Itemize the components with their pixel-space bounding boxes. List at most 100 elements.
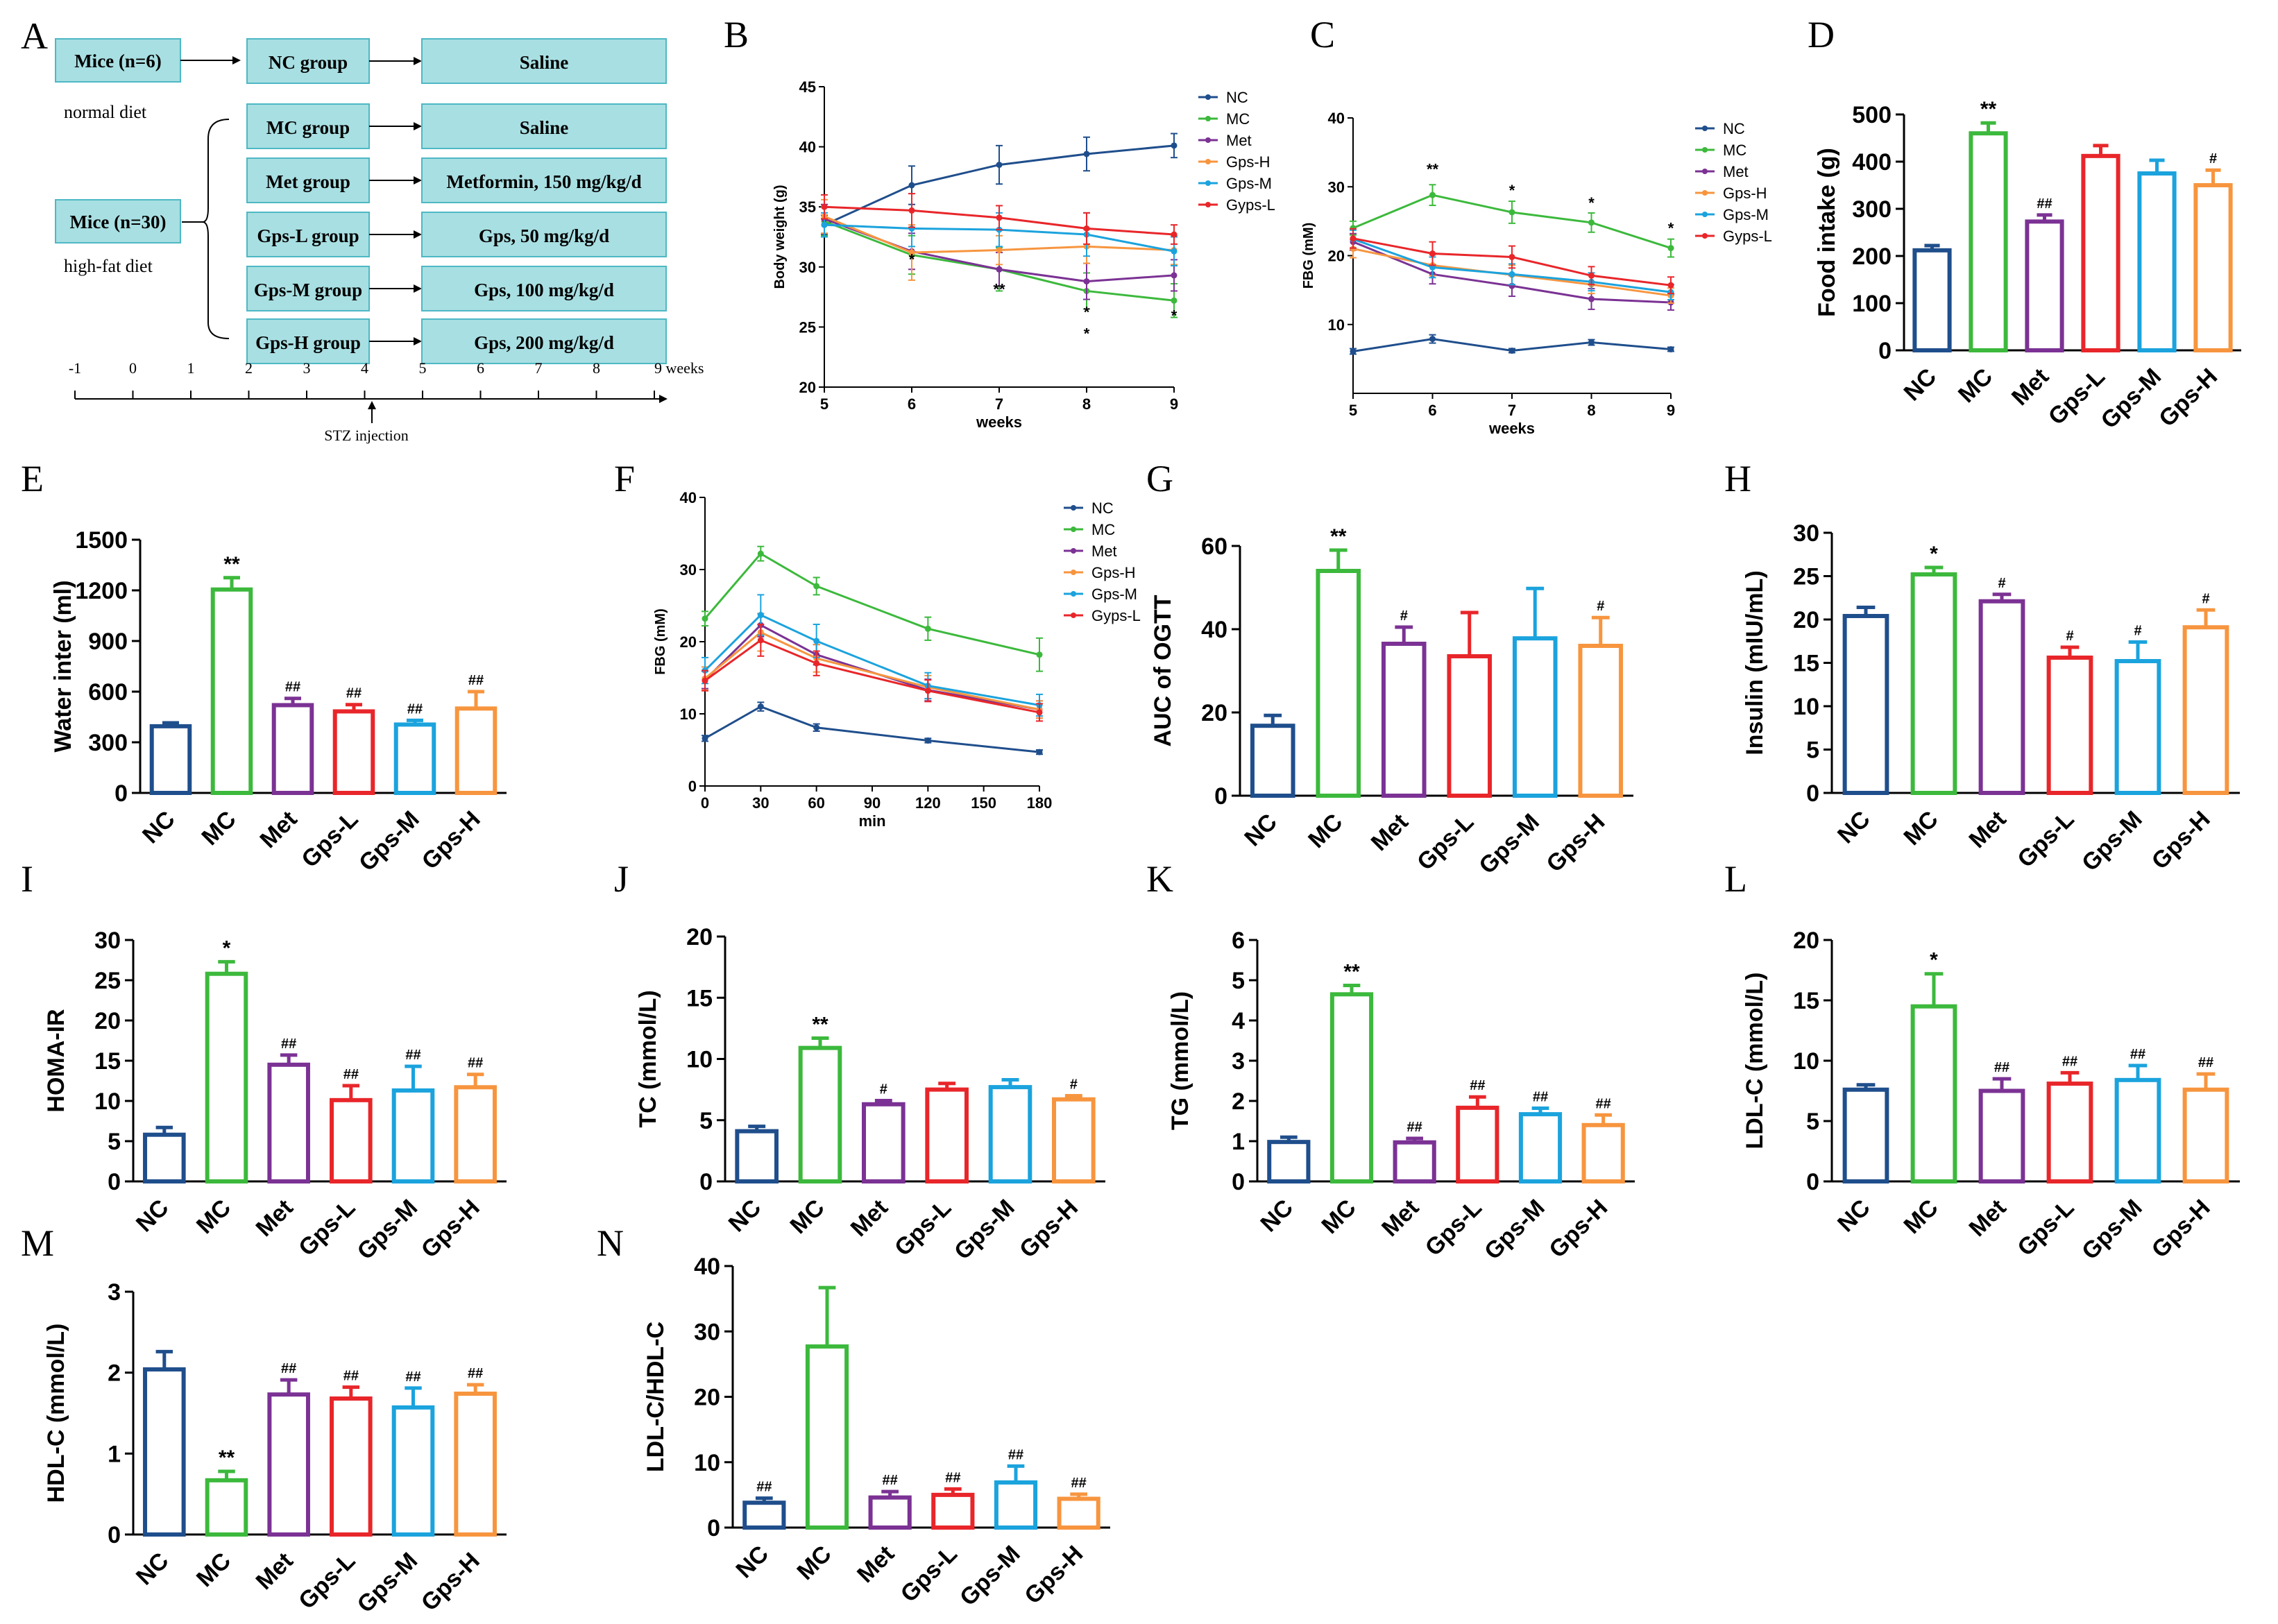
treatment-label: Saline	[520, 52, 569, 73]
data-point	[1171, 297, 1178, 304]
panel-letter: J	[614, 858, 629, 900]
significance-mark: ##	[343, 1369, 359, 1384]
significance-mark: ##	[756, 1480, 772, 1495]
legend-label: Gps-H	[1091, 564, 1136, 581]
data-point	[813, 660, 820, 667]
data-point	[1171, 272, 1178, 279]
treatment-box	[421, 157, 667, 203]
y-tick-label: 300	[1852, 196, 1892, 223]
flow-arrow-head	[414, 176, 422, 185]
y-tick-label: 3	[1232, 1048, 1245, 1075]
data-point	[996, 247, 1003, 254]
y-tick-label: 10	[1328, 316, 1345, 334]
significance-mark: **	[1330, 525, 1347, 548]
significance-mark: **	[812, 1013, 828, 1036]
data-point	[908, 207, 915, 214]
data-point	[1083, 151, 1090, 157]
data-point	[908, 182, 915, 189]
data-point	[702, 735, 708, 742]
y-tick-label: 200	[1852, 243, 1892, 270]
significance-mark: ##	[1407, 1120, 1422, 1135]
y-tick-label: 10	[1793, 694, 1819, 720]
group-box	[246, 38, 370, 84]
y-axis-title: HOMA-IR	[43, 1009, 69, 1112]
y-tick-label: 30	[1793, 520, 1819, 547]
y-tick-label: 25	[799, 318, 816, 336]
x-tick-label: 60	[808, 794, 824, 812]
y-tick-label: 0	[688, 778, 697, 795]
group-box	[246, 266, 370, 311]
y-tick-label: 15	[1793, 651, 1819, 677]
y-tick-label: 1	[108, 1441, 121, 1467]
significance-mark: #	[2066, 629, 2073, 644]
y-tick-label: 5	[1806, 1109, 1819, 1135]
panel-letter: K	[1146, 858, 1173, 900]
timeline-tick-label: 9 weeks	[654, 359, 704, 377]
y-tick-label: 40	[694, 1254, 720, 1280]
panel-letter: I	[21, 858, 33, 900]
significance-mark: ##	[945, 1470, 960, 1485]
y-tick-label: 5	[1232, 968, 1245, 994]
legend-marker	[1702, 233, 1708, 239]
data-point	[1429, 336, 1436, 343]
significance-mark: #	[2202, 591, 2209, 606]
y-tick-label: 0	[1214, 783, 1227, 810]
y-tick-label: 20	[94, 1008, 121, 1034]
significance-mark: **	[1980, 98, 1997, 121]
legend-label: Gps-M	[1226, 175, 1272, 192]
y-axis-title: HDL-C (mmol/L)	[43, 1324, 69, 1503]
panel-a-flowchart: A Mice (n=6) normal diet Mice (n=30) hig…	[21, 15, 704, 444]
data-point	[924, 625, 931, 632]
significance-mark: *	[1930, 949, 1938, 972]
y-tick-label: 15	[686, 985, 713, 1011]
y-tick-label: 40	[799, 139, 816, 156]
y-tick-label: 30	[1328, 178, 1345, 196]
treatment-box	[421, 38, 667, 84]
y-tick-label: 0	[114, 780, 128, 807]
y-tick-label: 2	[108, 1360, 121, 1387]
significance-mark: ##	[468, 1366, 483, 1381]
mice-normal-label: Mice (n=6)	[74, 51, 162, 71]
x-tick-label: 5	[820, 395, 828, 413]
significance-mark: *	[1930, 542, 1938, 565]
y-tick-label: 0	[1806, 780, 1819, 807]
y-tick-label: 40	[1201, 617, 1227, 643]
data-point	[757, 612, 764, 619]
data-point	[1036, 709, 1043, 716]
significance-mark: #	[1597, 599, 1604, 614]
x-tick-label: 150	[971, 794, 996, 812]
legend-marker	[1702, 212, 1708, 217]
y-tick-label: 400	[1852, 149, 1892, 176]
y-tick-label: 15	[1793, 988, 1819, 1014]
legend-marker	[1702, 169, 1708, 174]
significance-mark: *	[1588, 194, 1595, 212]
data-point	[1429, 250, 1436, 257]
legend-label: MC	[1723, 142, 1746, 159]
panel-letter: N	[597, 1222, 624, 1264]
group-box	[246, 318, 370, 364]
data-point	[924, 687, 931, 694]
data-point	[908, 249, 915, 256]
legend-label: Gyps-L	[1723, 228, 1772, 245]
y-tick-label: 30	[799, 259, 816, 276]
flow-arrow-head	[414, 230, 422, 239]
y-axis-title: LDL-C (mmol/L)	[1742, 973, 1768, 1149]
significance-mark: **	[993, 281, 1005, 298]
significance-mark: #	[1070, 1077, 1078, 1092]
data-point	[1171, 142, 1178, 149]
x-tick-label: 8	[1587, 402, 1595, 419]
treatment-box	[421, 318, 667, 364]
y-tick-label: 20	[680, 633, 697, 651]
significance-mark: ##	[883, 1473, 898, 1488]
y-tick-label: 500	[1852, 102, 1892, 128]
data-point	[1350, 348, 1357, 354]
legend-label: Gps-M	[1723, 206, 1769, 223]
y-tick-label: 30	[680, 561, 697, 579]
significance-mark: ##	[1008, 1447, 1023, 1462]
x-axis-title: weeks	[1488, 420, 1535, 437]
y-tick-label: 1500	[75, 527, 128, 554]
y-tick-label: 0	[108, 1522, 121, 1548]
legend-label: Gps-H	[1226, 153, 1270, 171]
timeline-tick-label: 3	[303, 359, 311, 377]
y-axis-title: TC (mmol/L)	[635, 990, 661, 1127]
